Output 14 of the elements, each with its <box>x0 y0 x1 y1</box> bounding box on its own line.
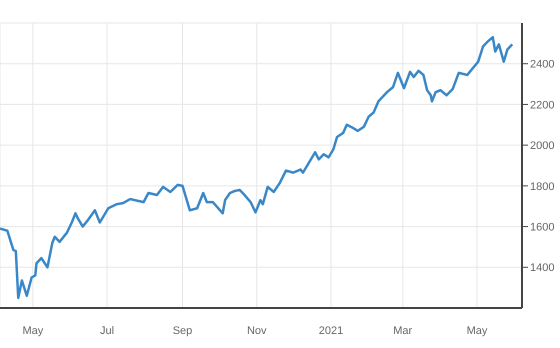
x-tick-label: Mar <box>393 324 413 337</box>
y-tick-label: 1400 <box>530 262 554 274</box>
x-tick-label: Nov <box>246 324 268 337</box>
x-tick-label: Jul <box>100 324 114 337</box>
x-tick-label: May <box>466 324 488 337</box>
y-tick-label: 1600 <box>530 221 554 234</box>
y-tick-label: 1800 <box>530 180 554 193</box>
line-series <box>0 36 514 300</box>
x-tick-label: Sep <box>172 324 192 337</box>
y-tick-label: 2400 <box>530 58 554 71</box>
x-tick-label: 2021 <box>318 324 344 337</box>
y-tick-label: 2000 <box>530 140 554 152</box>
x-tick-label: May <box>22 324 44 337</box>
y-tick-label: 2200 <box>530 99 554 112</box>
